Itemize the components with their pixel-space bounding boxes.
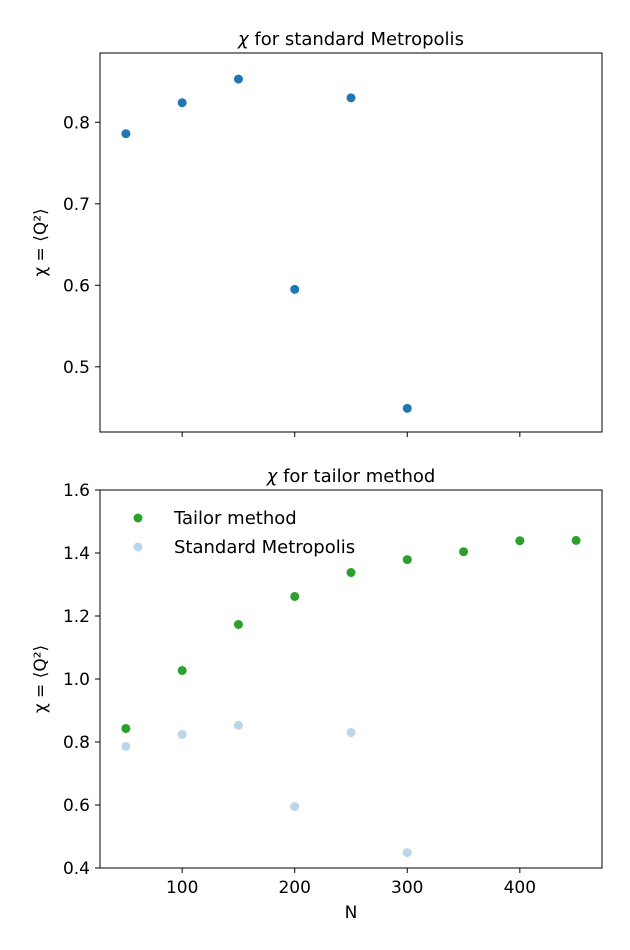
data-point <box>177 729 187 739</box>
y-tick-label: 0.8 <box>63 113 90 133</box>
y-tick-label: 1.2 <box>63 607 90 627</box>
x-tick-label: 200 <box>278 878 310 898</box>
series-standard-metropolis <box>121 720 412 858</box>
data-point <box>121 723 131 733</box>
data-point <box>346 93 356 103</box>
series-tailor-method <box>121 535 581 733</box>
data-point <box>290 284 300 294</box>
data-point <box>402 848 412 858</box>
data-point <box>346 568 356 578</box>
data-point <box>346 728 356 738</box>
x-tick-label: 100 <box>166 878 198 898</box>
x-tick-label: 400 <box>504 878 536 898</box>
data-point <box>290 802 300 812</box>
axes-frame <box>99 489 603 869</box>
top-chart: χ for standard Metropolis 0.5 0.6 0.7 0.8 χ =… <box>31 29 603 437</box>
series-0 <box>121 74 412 413</box>
chart-title: χ for tailor method <box>266 466 436 487</box>
data-point <box>402 555 412 565</box>
y-tick-label: 1.4 <box>63 544 90 564</box>
data-point <box>571 535 581 545</box>
y-tick-label: 0.4 <box>63 859 90 879</box>
data-point <box>121 129 131 139</box>
y-tick-label: 1.6 <box>63 481 90 501</box>
x-tick-label: 300 <box>391 878 423 898</box>
data-point <box>233 620 243 630</box>
data-point <box>459 547 469 557</box>
legend: Tailor method Standard Metropolis <box>133 508 355 558</box>
data-point <box>177 665 187 675</box>
y-axis-label: χ = ⟨Q²⟩ <box>31 208 51 276</box>
data-point <box>515 536 525 546</box>
axes-frame <box>99 52 603 433</box>
y-tick-label: 0.8 <box>63 733 90 753</box>
y-tick-label: 0.7 <box>63 195 90 215</box>
chart-title: χ for standard Metropolis <box>237 29 464 50</box>
y-tick-label: 1.0 <box>63 670 90 690</box>
legend-marker <box>133 542 143 552</box>
legend-marker <box>133 513 143 523</box>
y-axis-label: χ = ⟨Q²⟩ <box>31 645 51 713</box>
data-point <box>177 98 187 108</box>
data-point <box>402 403 412 413</box>
y-tick-label: 0.6 <box>63 796 90 816</box>
data-point <box>121 741 131 751</box>
y-tick-label: 0.6 <box>63 276 90 296</box>
y-tick-label: 0.5 <box>63 358 90 378</box>
legend-label: Tailor method <box>173 508 297 529</box>
data-point <box>290 591 300 601</box>
legend-label: Standard Metropolis <box>174 537 355 558</box>
data-point <box>233 720 243 730</box>
data-point <box>233 74 243 84</box>
x-axis-label: N <box>345 903 358 923</box>
bottom-chart: χ for tailor method 100 200 300 400 0.4 0.6 0.8… <box>31 466 603 923</box>
